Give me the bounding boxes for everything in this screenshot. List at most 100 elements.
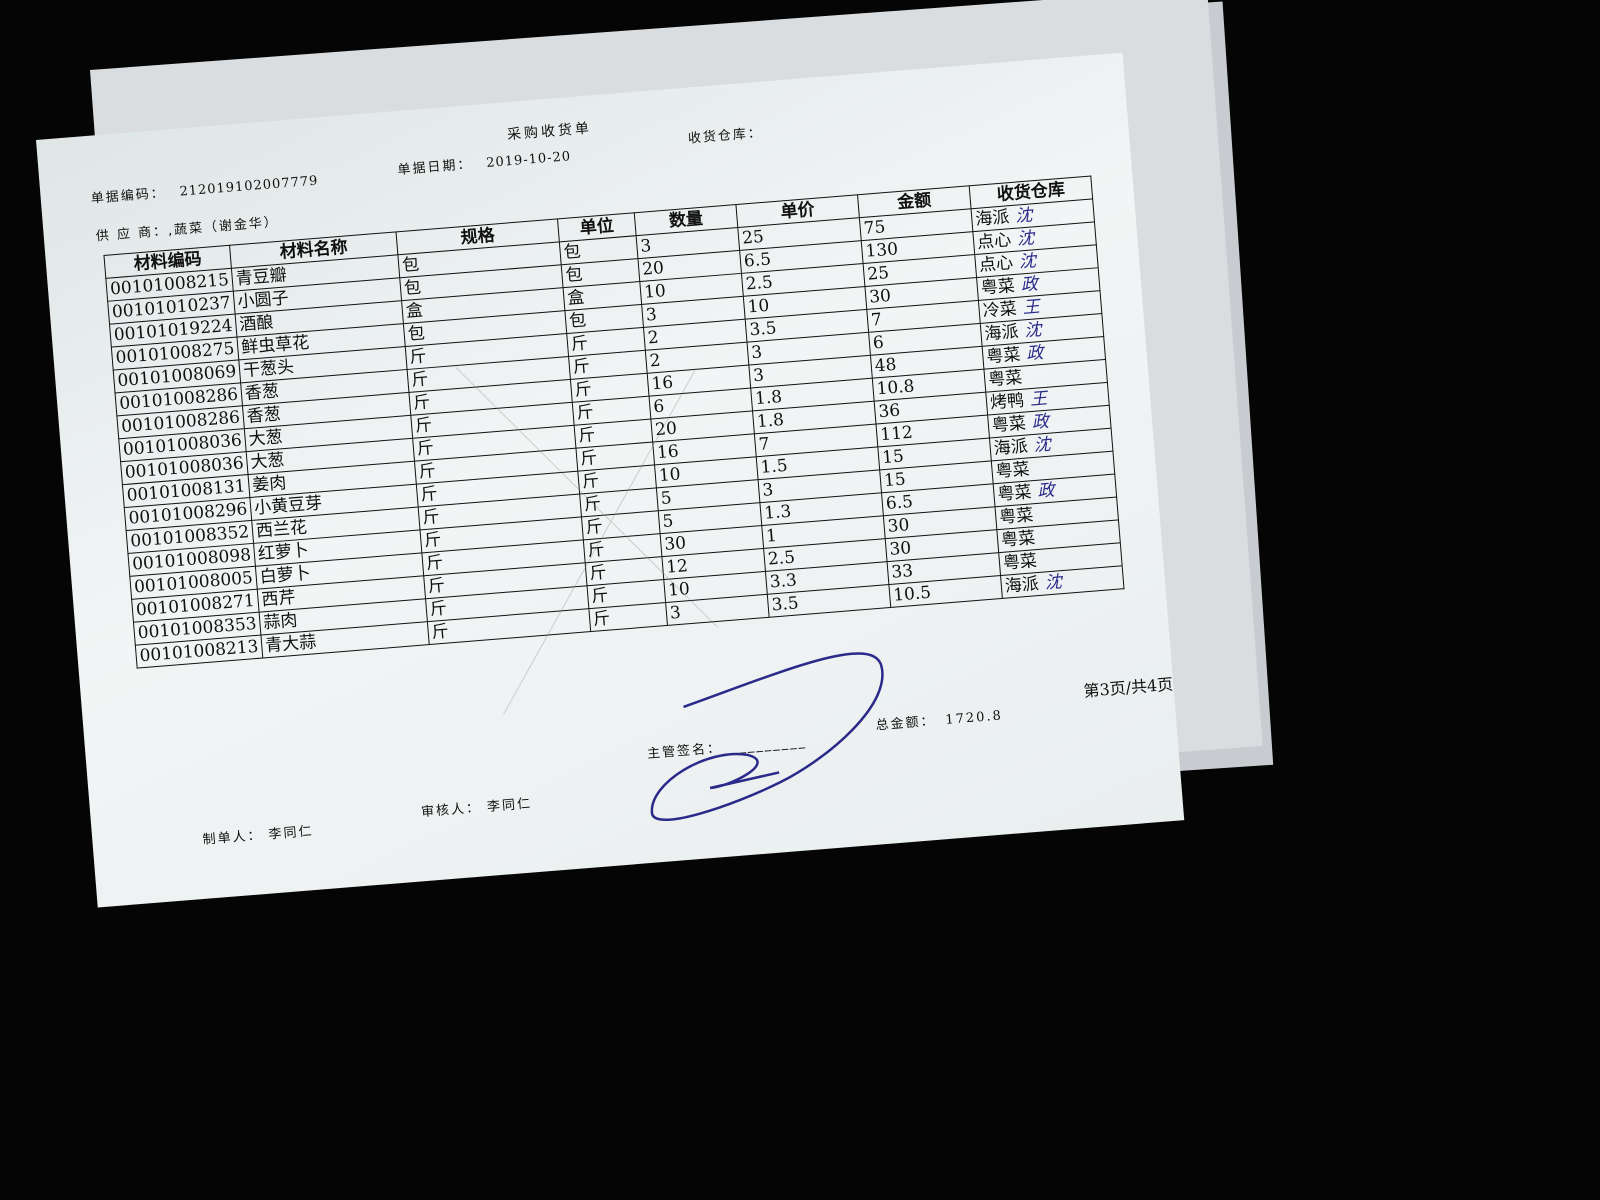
spec-text: 斤 — [430, 621, 450, 643]
price-text: 3 — [752, 365, 765, 387]
price-text: 3 — [761, 480, 775, 501]
qty-text: 2 — [647, 327, 660, 349]
supervisor-label: 主管签名： — [646, 740, 723, 762]
qty-text: 16 — [656, 441, 680, 464]
amount-text: 75 — [862, 217, 887, 239]
qty-text: 16 — [650, 372, 674, 395]
qty-text: 20 — [654, 418, 678, 441]
handwritten-initial — [1042, 551, 1044, 571]
spec-text: 斤 — [419, 483, 439, 506]
warehouse-text: 海派 — [1004, 574, 1040, 597]
amount-text: 30 — [886, 515, 911, 537]
qty-text: 3 — [669, 602, 682, 624]
amount-text: 6.5 — [885, 491, 914, 514]
qty-text: 30 — [663, 533, 687, 555]
supplier-value: ,蔬菜（谢金华） — [167, 214, 280, 239]
page-indicator: 第3页/共4页 — [1082, 674, 1174, 701]
name-text: 鲜虫草花 — [240, 332, 310, 359]
spec-text: 斤 — [425, 552, 444, 575]
spec-text: 斤 — [412, 392, 432, 414]
spec-text: 斤 — [421, 506, 441, 529]
amount-text: 7 — [870, 309, 883, 331]
name-text: 西兰花 — [255, 517, 308, 542]
qty-text: 10 — [667, 579, 691, 601]
price-text: 1.5 — [759, 455, 789, 478]
amount-text: 6 — [872, 332, 885, 354]
qty-text: 2 — [648, 350, 662, 372]
price-text: 10 — [746, 295, 771, 318]
amount-text: 30 — [888, 538, 912, 560]
warehouse-text: 粤菜 — [1002, 551, 1038, 574]
warehouse-text: 粤菜 — [991, 413, 1027, 437]
price-text: 2.5 — [767, 547, 796, 570]
doc-number-value: 212019102007779 — [179, 173, 319, 200]
handwritten-initial: 沈 — [1032, 434, 1052, 456]
maker: 制单人： 李同仁 — [202, 820, 314, 848]
price-text: 1.8 — [756, 409, 785, 433]
warehouse-text: 海派 — [993, 436, 1029, 460]
handwritten-initial: 沈 — [1014, 205, 1034, 227]
amount-text: 15 — [883, 469, 907, 492]
warehouse-text: 粤菜 — [980, 276, 1016, 299]
price-text: 7 — [757, 434, 771, 455]
price-text: 2.5 — [745, 272, 774, 295]
qty-text: 5 — [661, 511, 675, 532]
spec-text: 斤 — [418, 461, 437, 483]
handwritten-initial: 王 — [1029, 388, 1048, 411]
qty-text: 3 — [639, 236, 653, 257]
spec-text: 斤 — [414, 415, 433, 437]
warehouse-text: 点心 — [978, 253, 1014, 276]
unit-text: 盒 — [566, 287, 586, 309]
unit-text: 斤 — [583, 493, 602, 516]
handwritten-initial: 沈 — [1018, 251, 1037, 273]
name-text: 酒酿 — [238, 312, 275, 336]
reviewer: 审核人： 李同仁 — [420, 792, 533, 820]
warehouse-text: 海派 — [974, 207, 1011, 230]
name-text: 干葱头 — [242, 357, 295, 382]
document-title: 采购收货单 — [506, 120, 593, 144]
unit-text: 包 — [564, 264, 584, 286]
qty-text: 5 — [659, 488, 673, 510]
unit-text: 斤 — [592, 608, 612, 630]
reviewer-value: 李同仁 — [486, 796, 533, 815]
maker-label: 制单人： — [202, 828, 264, 848]
handwritten-initial: 沈 — [1023, 320, 1043, 342]
unit-text: 斤 — [577, 425, 597, 447]
warehouse-text: 粤菜 — [998, 505, 1035, 528]
name-text: 青大蒜 — [264, 632, 317, 657]
amount-text: 10.5 — [892, 582, 932, 606]
warehouse-text: 粤菜 — [985, 344, 1022, 368]
doc-number: 单据编码： 212019102007779 — [90, 170, 319, 207]
spec-text: 斤 — [408, 346, 428, 368]
maker-value: 李同仁 — [268, 823, 315, 843]
amount-text: 10.8 — [875, 376, 916, 400]
amount-text: 130 — [864, 239, 899, 262]
name-text: 大葱 — [249, 450, 286, 473]
unit-text: 斤 — [590, 585, 610, 607]
spec-text: 包 — [401, 254, 421, 276]
name-text: 香葱 — [246, 404, 282, 427]
handwritten-initial: 政 — [1025, 342, 1045, 365]
handwritten-initial: 沈 — [1044, 572, 1063, 594]
warehouse-label: 收货仓库： — [687, 125, 764, 147]
handwritten-initial — [1040, 528, 1042, 548]
amount-text: 48 — [874, 354, 898, 377]
doc-date-value: 2019-10-20 — [485, 149, 572, 171]
name-text: 青豆瓣 — [235, 265, 288, 290]
unit-text: 斤 — [581, 470, 600, 493]
qty-text: 10 — [643, 281, 667, 303]
amount-text: 36 — [877, 400, 901, 423]
name-text: 小圆子 — [236, 288, 290, 313]
price-text: 3.5 — [770, 593, 800, 616]
total-amount: 总金额： 1720.8 — [875, 704, 1003, 733]
name-text: 小黄豆芽 — [253, 493, 323, 519]
handwritten-initial: 政 — [1036, 480, 1056, 502]
spec-text: 包 — [403, 277, 422, 299]
name-text: 姜肉 — [251, 473, 288, 496]
unit-text: 斤 — [588, 562, 608, 584]
price-text: 6.5 — [743, 249, 772, 272]
amount-text: 33 — [890, 561, 914, 583]
warehouse-text: 烤鸭 — [989, 390, 1025, 414]
supplier: 供 应 商：,蔬菜（谢金华） — [95, 211, 279, 245]
unit-text: 斤 — [570, 333, 589, 355]
